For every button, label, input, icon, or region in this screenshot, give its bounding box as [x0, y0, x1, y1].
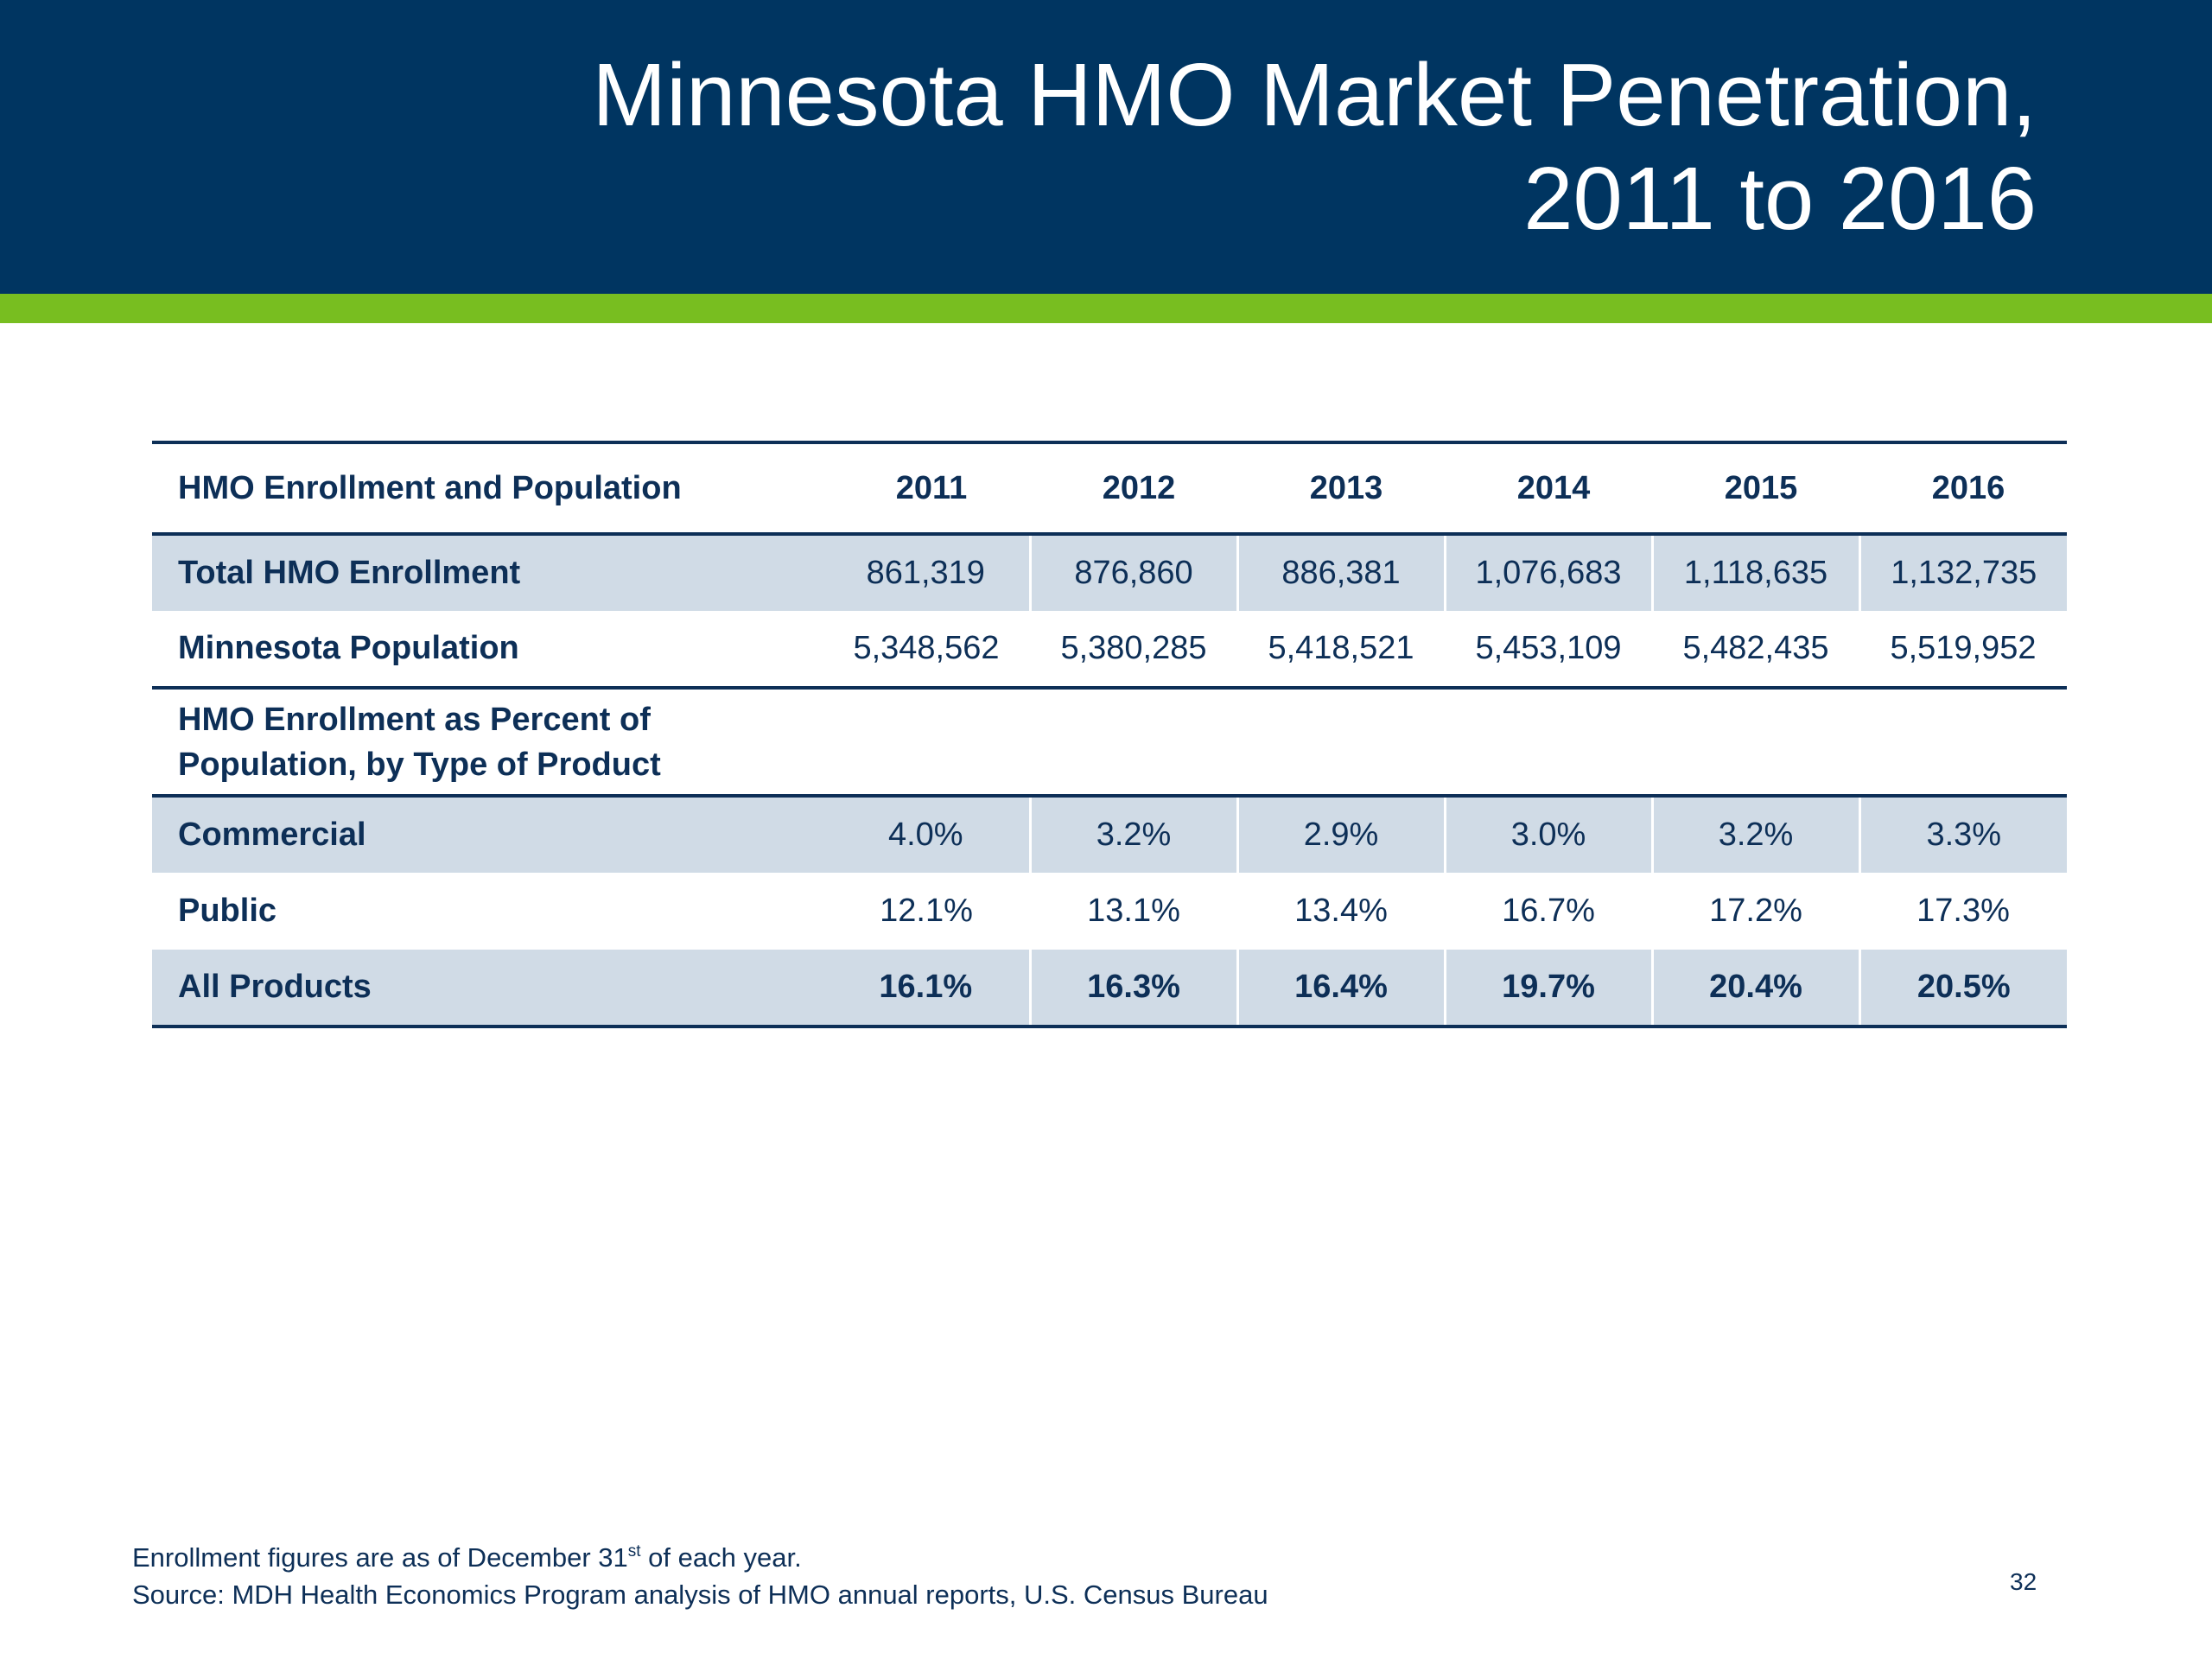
table-cell: 5,519,952 — [1859, 611, 2067, 690]
table-cell: 5,453,109 — [1445, 611, 1652, 690]
table-cell: 5,380,285 — [1030, 611, 1237, 690]
table-cell: 3.3% — [1858, 796, 2067, 873]
table-cell: 1,118,635 — [1650, 534, 1859, 611]
year-header: 2015 — [1652, 442, 1859, 536]
section-label-line-1: HMO Enrollment as Percent of — [178, 701, 651, 738]
table-cell: 5,418,521 — [1237, 611, 1445, 690]
slide-title-line-1: Minnesota HMO Market Penetration, — [592, 45, 2037, 144]
footnote-enrollment-date: Enrollment figures are as of December 31… — [132, 1542, 802, 1573]
table-cell: 16.7% — [1502, 893, 1595, 929]
table-cell: 13.4% — [1294, 893, 1388, 929]
table-cell: 886,381 — [1236, 534, 1445, 611]
table-cell: 12.1% — [880, 893, 973, 929]
table-cell: 17.2% — [1709, 893, 1802, 929]
section-header-row: HMO Enrollment as Percent of Population,… — [152, 688, 2067, 798]
table-cell: 3.0% — [1443, 796, 1652, 873]
table-cell: 16.4% — [1236, 950, 1445, 1028]
slide-title-line-2: 2011 to 2016 — [1523, 149, 2037, 248]
table-cell: 5,348,562 — [823, 611, 1030, 690]
table-cell: 16.3% — [1028, 950, 1237, 1028]
table-cell: 13.1% — [1087, 893, 1180, 929]
table-header-row: HMO Enrollment and Population 2011 2012 … — [152, 442, 2067, 536]
row-label: Commercial — [152, 796, 823, 873]
table-cell: 19.7% — [1443, 950, 1652, 1028]
table-cell: 16.1% — [823, 950, 1030, 1028]
year-header: 2014 — [1445, 442, 1652, 536]
year-header: 2016 — [1859, 442, 2067, 536]
year-header: 2011 — [823, 442, 1030, 536]
table-row-commercial: Commercial 4.0% 3.2% 2.9% 3.0% 3.2% 3.3% — [152, 796, 2067, 873]
row-label: Public — [178, 893, 277, 929]
hmo-penetration-table: HMO Enrollment and Population 2011 2012 … — [152, 441, 2067, 1028]
table-row-population: Minnesota Population 5,348,562 5,380,285… — [152, 611, 2067, 690]
table-row-total-enrollment: Total HMO Enrollment 861,319 876,860 886… — [152, 534, 2067, 611]
footnote-text: Enrollment figures are as of December 31 — [132, 1542, 628, 1573]
table-row-public: Public 12.1% 13.1% 13.4% 16.7% 17.2% 17.… — [152, 873, 2067, 950]
table-cell: 3.2% — [1028, 796, 1237, 873]
table-row-all-products: All Products 16.1% 16.3% 16.4% 19.7% 20.… — [152, 950, 2067, 1028]
row-label: Total HMO Enrollment — [152, 534, 823, 611]
year-header: 2012 — [1030, 442, 1237, 536]
page-number: 32 — [2010, 1568, 2037, 1595]
section-label: HMO Enrollment as Percent of Population,… — [152, 688, 823, 798]
row-label: All Products — [152, 950, 823, 1028]
table-cell: 3.2% — [1650, 796, 1859, 873]
table-cell: 876,860 — [1028, 534, 1237, 611]
table-cell: 5,482,435 — [1652, 611, 1859, 690]
table-cell: 20.5% — [1858, 950, 2067, 1028]
section-label-line-2: Population, by Type of Product — [178, 746, 661, 783]
table-cell: 4.0% — [823, 796, 1030, 873]
footnote-source: Source: MDH Health Economics Program ana… — [132, 1580, 1268, 1610]
header-label: HMO Enrollment and Population — [152, 442, 823, 536]
footnote-text: of each year. — [640, 1542, 802, 1573]
table-cell: 2.9% — [1236, 796, 1445, 873]
table-cell: 1,076,683 — [1443, 534, 1652, 611]
table-cell: 17.3% — [1916, 893, 2010, 929]
title-banner: Minnesota HMO Market Penetration, 2011 t… — [0, 0, 2212, 294]
table-cell: 20.4% — [1650, 950, 1859, 1028]
table-cell: 1,132,735 — [1858, 534, 2067, 611]
footnote-superscript: st — [627, 1542, 641, 1560]
year-header: 2013 — [1237, 442, 1445, 536]
row-label: Minnesota Population — [152, 611, 823, 690]
table-cell: 861,319 — [823, 534, 1030, 611]
accent-stripe — [0, 294, 2212, 323]
